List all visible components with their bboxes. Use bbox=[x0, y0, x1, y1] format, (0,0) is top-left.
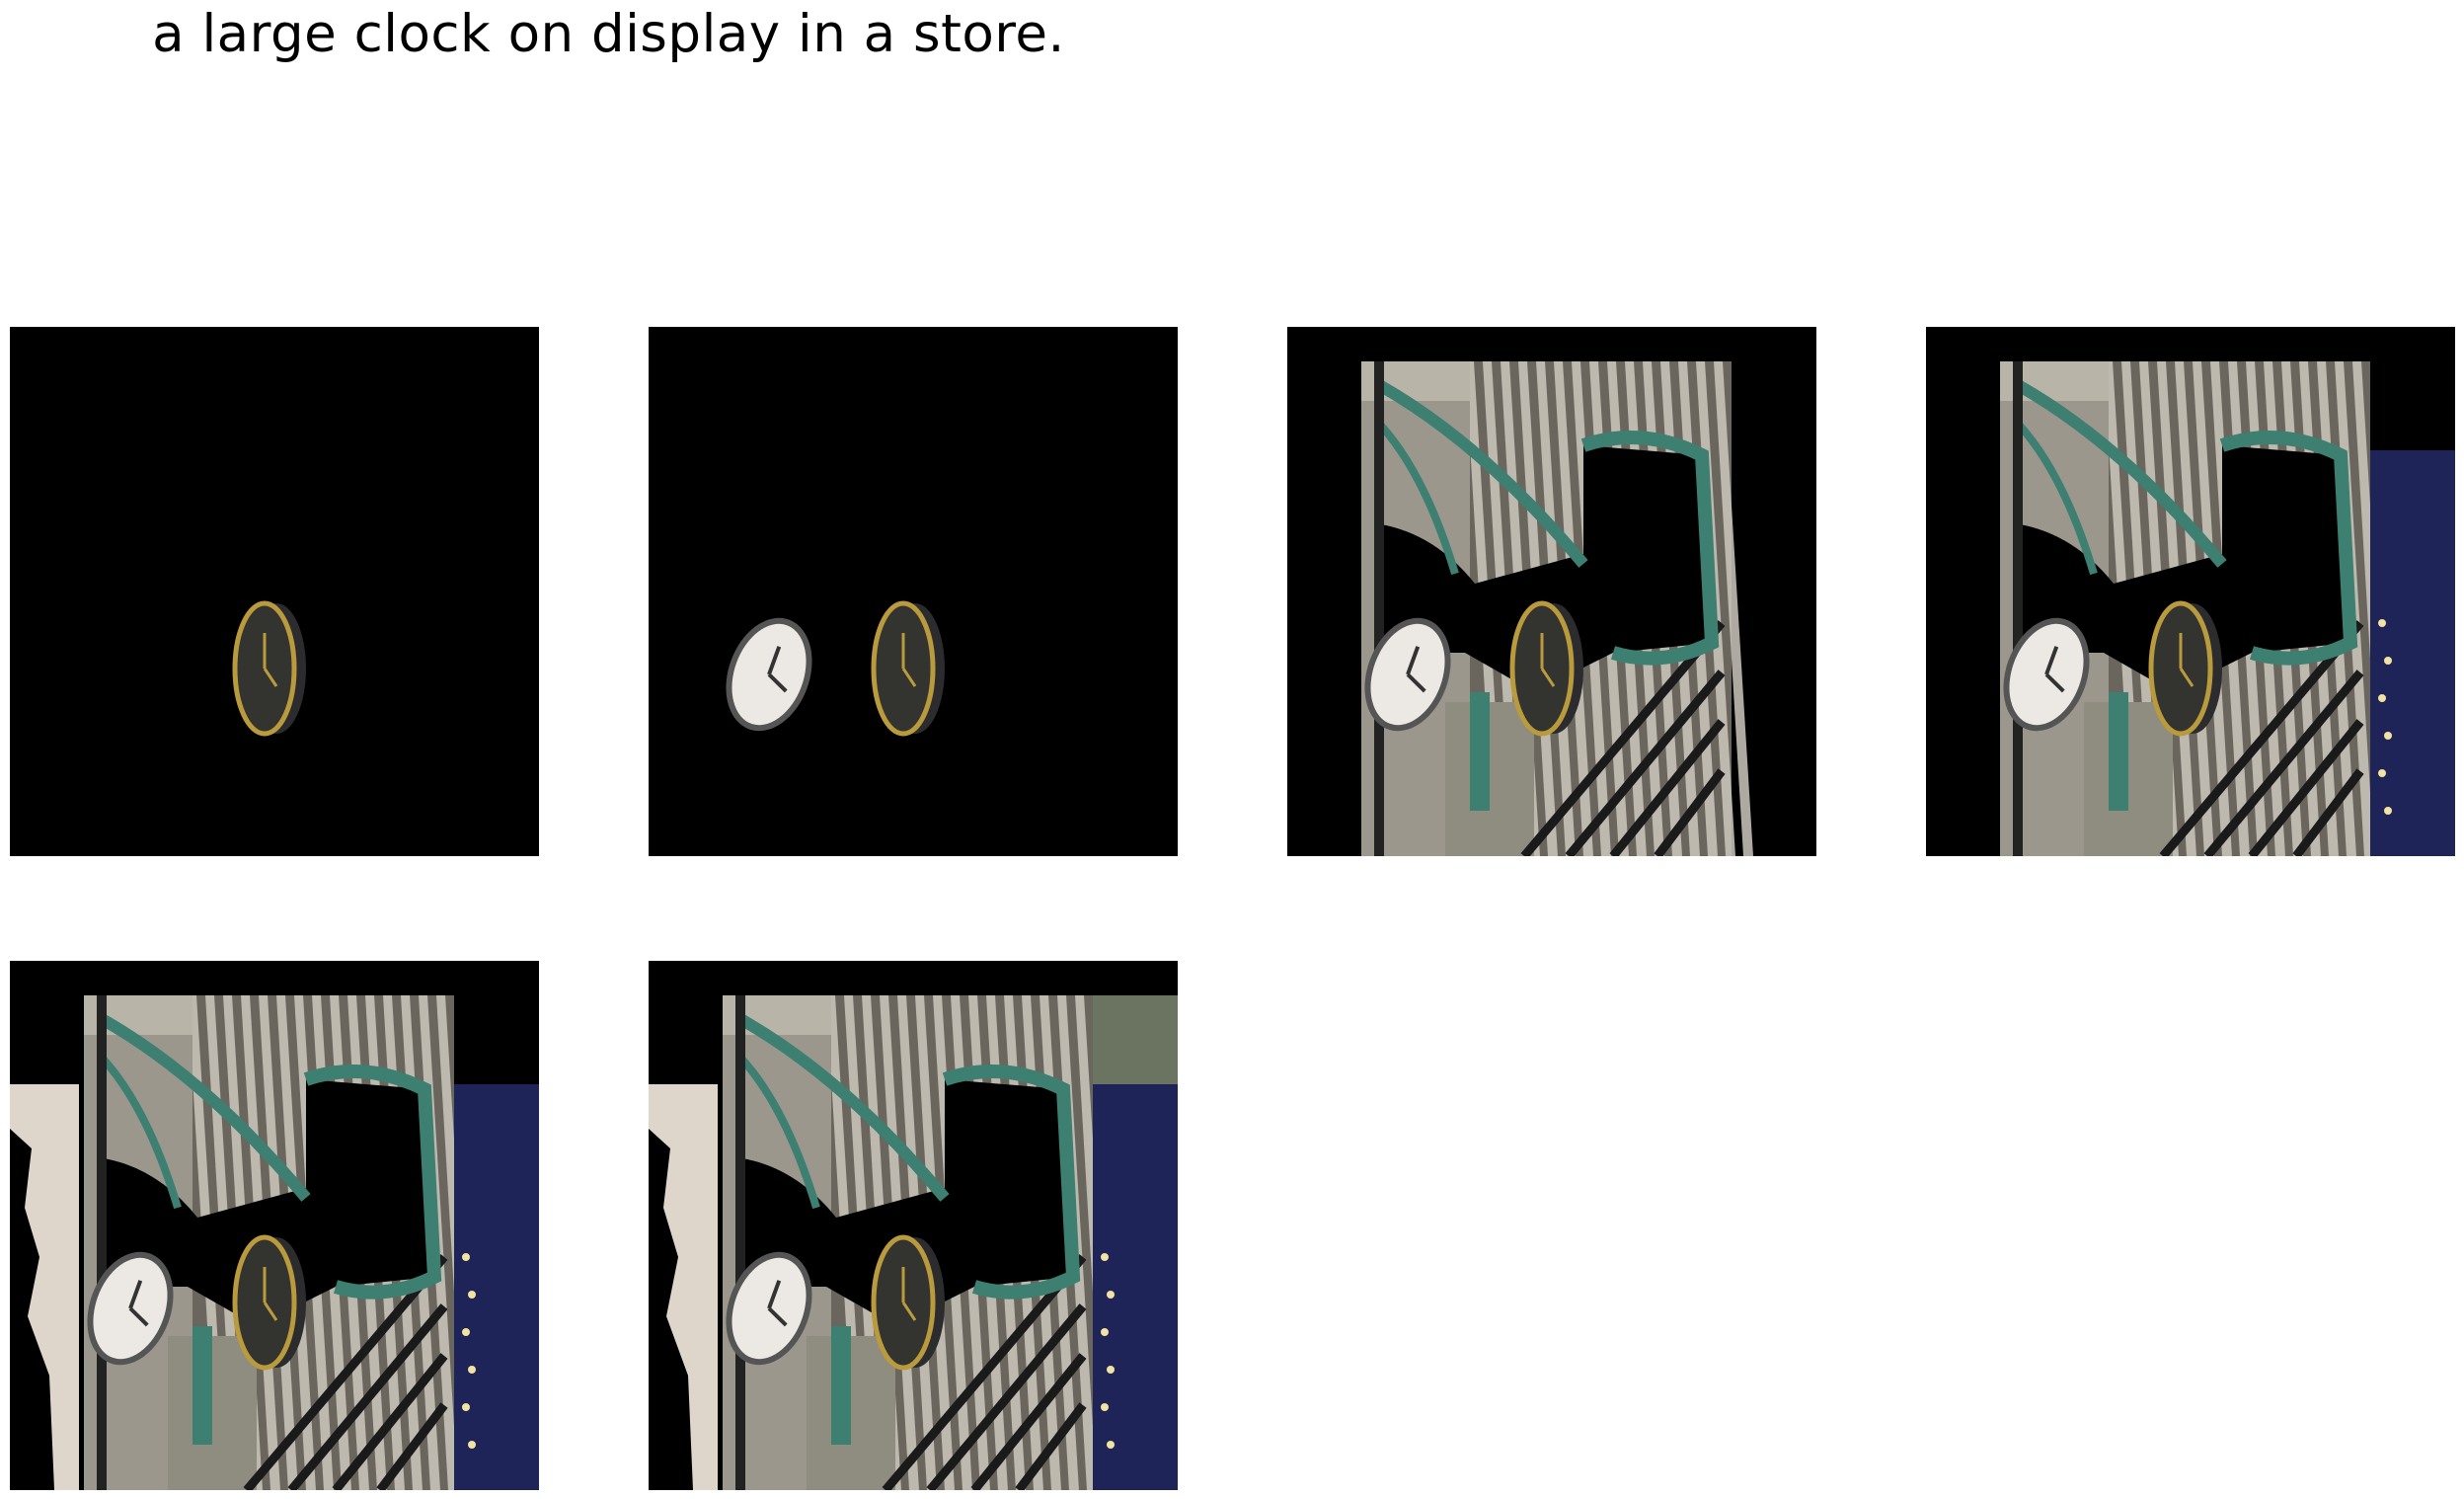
panel-image bbox=[1361, 361, 1753, 856]
layer-night-sky bbox=[1093, 1084, 1178, 1490]
panel-image bbox=[2000, 361, 2455, 856]
layer-clock-white bbox=[87, 1251, 174, 1366]
panel-step-2 bbox=[649, 327, 1178, 856]
panel-image bbox=[726, 600, 945, 737]
layer-clock-white bbox=[726, 617, 812, 732]
layer-night-sky bbox=[454, 1084, 539, 1490]
layer-clock-gold bbox=[2148, 600, 2222, 737]
layer-clock-white bbox=[2003, 617, 2090, 732]
layer-clock-gold bbox=[871, 1234, 945, 1371]
layer-clock-gold bbox=[871, 600, 945, 737]
layer-clock-gold bbox=[232, 600, 306, 737]
layer-clock-gold bbox=[232, 1234, 306, 1371]
figure-title: a large clock on display in a store. bbox=[152, 4, 1065, 64]
layer-clock-white bbox=[1364, 617, 1451, 732]
layer-clock-white bbox=[726, 1251, 812, 1366]
layer-facade bbox=[723, 995, 1115, 1490]
layer-clock-gold bbox=[1509, 600, 1583, 737]
panel-image bbox=[10, 995, 539, 1490]
layer-wall-left bbox=[10, 1084, 79, 1490]
panel-step-6 bbox=[649, 961, 1178, 1490]
panel-step-3 bbox=[1287, 327, 1816, 856]
panel-image bbox=[232, 600, 306, 737]
layer-night-sky bbox=[2370, 450, 2455, 856]
layer-wall-left bbox=[649, 1084, 718, 1490]
panel-step-1 bbox=[10, 327, 539, 856]
panel-image bbox=[649, 995, 1178, 1490]
panel-step-5 bbox=[10, 961, 539, 1490]
layer-grey-patch bbox=[1093, 995, 1178, 1084]
panel-step-4 bbox=[1926, 327, 2455, 856]
